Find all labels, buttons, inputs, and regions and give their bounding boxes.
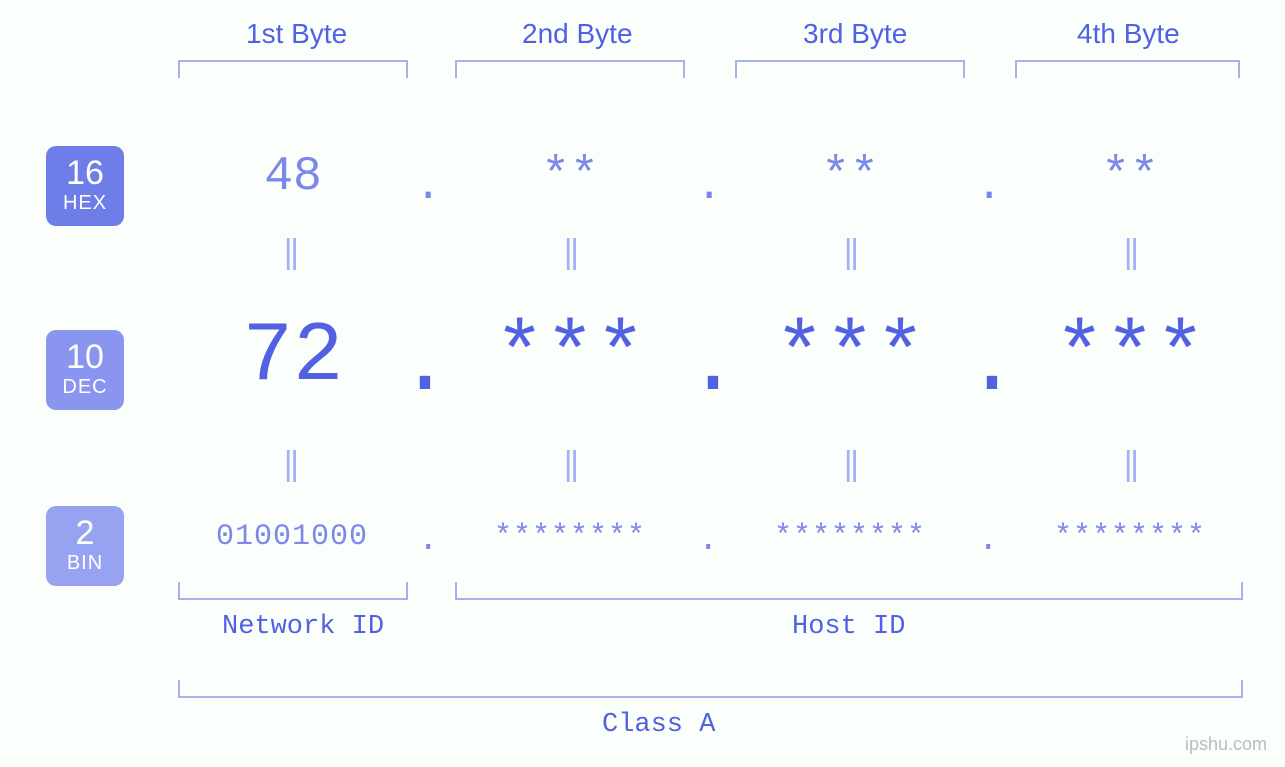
dec-byte4: *** <box>1005 310 1255 405</box>
badge-bin-num: 2 <box>46 506 124 550</box>
badge-hex: 16 HEX <box>46 146 124 226</box>
label-network-id: Network ID <box>222 612 384 642</box>
dec-byte2: *** <box>445 310 695 405</box>
bin-dot-1: . <box>418 522 438 560</box>
bin-dot-3: . <box>978 522 998 560</box>
dec-dot-1: . <box>398 315 452 417</box>
hex-dot-3: . <box>976 162 1002 212</box>
badge-dec-num: 10 <box>46 330 124 374</box>
byte-header-1: 1st Byte <box>246 18 347 50</box>
hex-byte3: ** <box>735 150 965 204</box>
bin-byte3: ******** <box>720 520 980 554</box>
hex-byte4: ** <box>1015 150 1245 204</box>
watermark: ipshu.com <box>1185 734 1267 755</box>
bracket-network-id <box>178 582 408 600</box>
equals-dec-bin-2: || <box>558 448 571 486</box>
bin-byte2: ******** <box>440 520 700 554</box>
bracket-top-byte3 <box>735 60 965 78</box>
hex-byte1: 48 <box>178 150 408 204</box>
equals-hex-dec-2: || <box>558 236 571 274</box>
bracket-top-byte2 <box>455 60 685 78</box>
equals-dec-bin-4: || <box>1118 448 1131 486</box>
byte-header-3: 3rd Byte <box>803 18 907 50</box>
equals-hex-dec-1: || <box>278 236 291 274</box>
badge-dec: 10 DEC <box>46 330 124 410</box>
bin-byte4: ******** <box>1000 520 1260 554</box>
bin-dot-2: . <box>698 522 718 560</box>
hex-dot-1: . <box>415 162 441 212</box>
equals-dec-bin-3: || <box>838 448 851 486</box>
hex-dot-2: . <box>696 162 722 212</box>
dec-byte3: *** <box>725 310 975 405</box>
dec-byte1: 72 <box>168 310 418 405</box>
label-host-id: Host ID <box>792 612 905 642</box>
hex-byte2: ** <box>455 150 685 204</box>
badge-hex-lbl: HEX <box>46 190 124 215</box>
badge-bin: 2 BIN <box>46 506 124 586</box>
badge-hex-num: 16 <box>46 146 124 190</box>
badge-dec-lbl: DEC <box>46 374 124 399</box>
equals-dec-bin-1: || <box>278 448 291 486</box>
bracket-top-byte1 <box>178 60 408 78</box>
badge-bin-lbl: BIN <box>46 550 124 575</box>
ip-diagram: 1st Byte 2nd Byte 3rd Byte 4th Byte 16 H… <box>0 0 1285 767</box>
label-class: Class A <box>602 710 715 740</box>
bin-byte1: 01001000 <box>162 520 422 554</box>
bracket-top-byte4 <box>1015 60 1240 78</box>
byte-header-4: 4th Byte <box>1077 18 1180 50</box>
bracket-host-id <box>455 582 1243 600</box>
equals-hex-dec-3: || <box>838 236 851 274</box>
equals-hex-dec-4: || <box>1118 236 1131 274</box>
byte-header-2: 2nd Byte <box>522 18 633 50</box>
bracket-class <box>178 680 1243 698</box>
